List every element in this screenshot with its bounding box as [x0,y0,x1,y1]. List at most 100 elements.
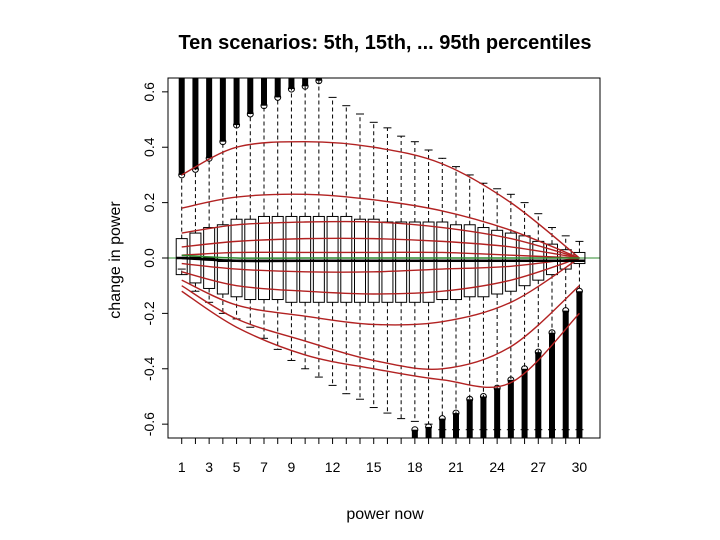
plot-frame [167,77,601,439]
outliers-high [178,78,185,175]
outliers-low [453,413,459,438]
x-tick-label: 18 [407,459,423,475]
box [395,221,408,303]
median-line [181,256,580,263]
outlier-point [219,138,227,146]
outliers-low [439,418,446,438]
outliers-low [425,426,432,438]
box [408,221,421,303]
outliers-low [521,368,528,438]
y-axis-label: change in power [107,201,124,319]
outlier-point [178,171,186,179]
x-tick-label: 12 [325,459,341,475]
box [477,227,490,298]
outlier-point [425,423,433,431]
outliers-low [480,396,487,438]
outlier-point [452,409,460,417]
x-tick-label: 27 [530,459,546,475]
outlier-point [438,415,446,423]
percentile-curve-6 [181,257,580,273]
percentile-curve-2 [181,193,580,259]
box [381,221,394,303]
x-tick-label: 5 [233,459,241,475]
x-tick-label: 3 [205,459,213,475]
x-tick-label: 9 [288,459,296,475]
x-tick-label: 30 [572,459,588,475]
x-tick-label: 21 [448,459,464,475]
outliers-high [274,78,281,98]
outlier-point [260,102,268,110]
outlier-point [411,426,419,434]
outlier-point [493,384,501,392]
percentile-curve-8 [181,257,580,326]
outlier-point [534,348,542,356]
mean-line [181,254,580,259]
outliers-low [507,379,514,438]
percentile-curve-9 [181,285,580,370]
outliers-high [233,78,240,126]
outlier-point [246,110,254,118]
box [285,215,298,303]
outliers-high [206,78,213,159]
outlier-point [315,78,323,85]
outlier-point [479,392,487,400]
outlier-point [274,93,282,101]
outliers-high [261,78,267,106]
percentile-curve-1 [181,140,580,259]
y-axis: -0.6 -0.4 -0.2 0.0 0.2 0.4 0.6 [141,82,168,436]
x-tick-label: 15 [366,459,382,475]
y-tick-label: -0.2 [141,301,157,325]
box [326,215,339,303]
percentile-curve-10 [181,290,580,389]
outliers-high [247,78,254,114]
outlier-point [548,329,556,337]
y-tick-label: 0.4 [141,137,157,157]
outliers-low [549,332,555,438]
box [244,218,257,301]
percentile-curve-3 [181,220,580,259]
percentile-curve-7 [181,257,580,295]
box [422,221,435,303]
outliers-low [535,352,542,438]
y-tick-label: 0.2 [141,193,157,213]
outliers-high [288,78,295,90]
y-tick-label: -0.4 [141,356,157,380]
box [504,232,517,292]
plot-area [168,78,600,438]
box [175,238,188,276]
outliers-low [562,310,569,438]
x-tick-label: 7 [260,459,268,475]
outlier-point [575,287,583,295]
outliers-high [315,78,322,81]
chart-title: Ten scenarios: 5th, 15th, ... 95th perce… [178,32,591,54]
outlier-point [233,121,241,129]
box [491,229,504,295]
outliers-low [466,399,473,438]
x-tick-label: 1 [178,459,186,475]
outliers-high [192,78,199,170]
x-tick-label: 24 [489,459,505,475]
outliers-high [219,78,226,142]
y-tick-label: -0.6 [141,412,157,436]
box [546,243,558,276]
outlier-point [521,365,529,373]
box [450,224,462,301]
outliers-low [576,291,583,438]
y-tick-label: 0.0 [141,248,157,268]
box [299,215,312,303]
percentile-curve-4 [181,237,580,259]
outliers-low [494,388,501,438]
box [312,215,325,303]
box [340,215,353,303]
outliers-high [302,78,309,87]
x-axis-label: power now [346,506,424,523]
percentile-curve-5 [181,251,580,259]
outlier-point [287,85,295,93]
outliers-low [411,429,418,438]
x-axis: 1 3 5 7 9 12 15 18 21 24 27 30 [178,438,588,475]
outlier-point [562,307,570,315]
outlier-point [466,395,474,403]
y-tick-label: 0.6 [141,82,157,102]
outlier-point [301,82,309,90]
